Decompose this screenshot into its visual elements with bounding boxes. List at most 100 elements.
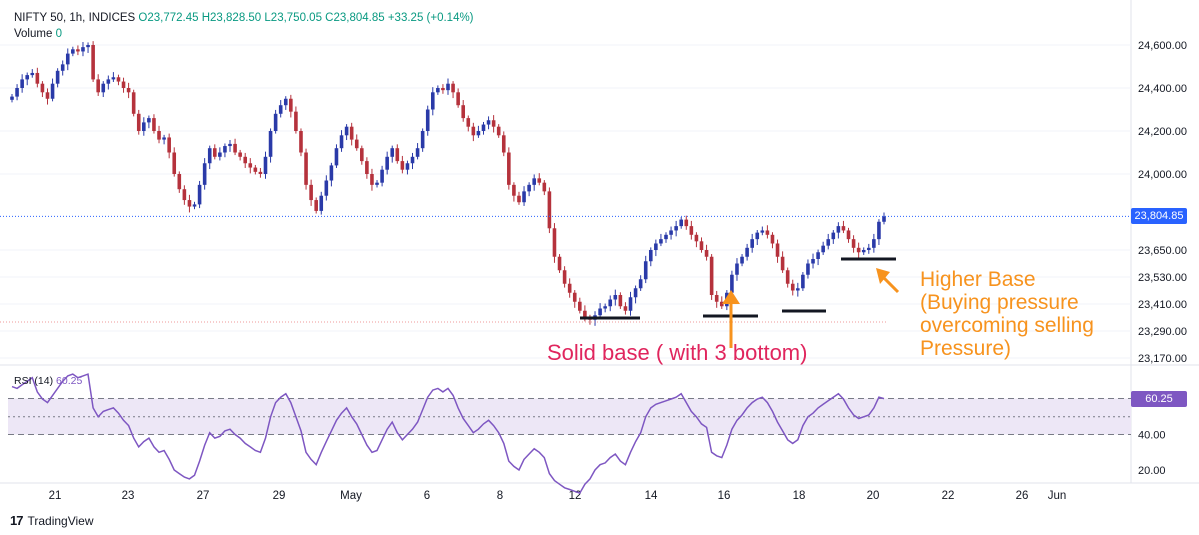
candle-body [385, 156, 389, 170]
rsi-value-badge: 60.25 [1131, 391, 1187, 407]
candle-body [187, 200, 192, 207]
candle-body [770, 234, 775, 244]
symbol-name: NIFTY 50, 1h, INDICES [14, 12, 136, 24]
candle-body [380, 169, 384, 183]
candle-body [750, 239, 754, 248]
candle-body [689, 226, 694, 235]
candle-body [567, 283, 572, 293]
candle-body [192, 204, 197, 207]
candle-body [35, 72, 40, 84]
candle-body [207, 148, 212, 164]
candle-body [664, 234, 668, 240]
time-tick-label: 21 [49, 490, 62, 502]
candle-body [618, 295, 623, 307]
candle-body [719, 301, 724, 307]
candle-body [446, 83, 450, 91]
candle-body [552, 228, 557, 257]
rsi-label: RSI (14) [14, 375, 54, 387]
candle-body [709, 256, 714, 295]
candle-body [91, 45, 95, 80]
candle-body [223, 146, 227, 153]
candle-body [131, 92, 136, 114]
candle-body [785, 270, 790, 284]
candle-body [162, 137, 166, 140]
time-tick-label: 22 [942, 490, 955, 502]
candle-body [86, 45, 90, 48]
rsi-legend: RSI (14) 60.25 [14, 375, 82, 387]
candle-body [182, 189, 187, 201]
candle-body [365, 161, 369, 174]
ohlc-open: O23,772.45 [138, 12, 199, 24]
candle-body [542, 182, 547, 192]
price-tick-label: 23,530.00 [1138, 272, 1187, 284]
time-tick-label: May [340, 490, 362, 502]
candle-body [25, 75, 30, 80]
candle-body [512, 184, 516, 196]
time-tick-label: 23 [122, 490, 135, 502]
candle-body [806, 263, 810, 275]
candle-body [314, 200, 318, 211]
candle-body [360, 148, 364, 162]
candle-body [476, 131, 481, 136]
candle-body [243, 156, 248, 164]
candle-body [861, 250, 866, 253]
candle-body [704, 250, 709, 257]
candle-body [598, 308, 602, 316]
time-tick-label: 20 [867, 490, 880, 502]
price-tick-label: 24,200.00 [1138, 126, 1187, 138]
candle-body [30, 72, 35, 76]
candle-body [735, 263, 739, 275]
candle-body [136, 113, 141, 131]
candle-body [684, 219, 689, 227]
candle-body [228, 143, 232, 147]
candle-body [334, 148, 339, 166]
candle-body [50, 83, 55, 99]
candle-body [289, 98, 293, 112]
last-price-badge: 23,804.85 [1131, 208, 1187, 224]
arrow-diagonal-icon [876, 268, 890, 284]
tradingview-brand: TradingView [27, 513, 94, 528]
candle-body [496, 126, 501, 136]
annotation-solid-base: Solid base ( with 3 bottom) [547, 340, 808, 365]
ohlc-change: +33.25 (+0.14%) [387, 12, 474, 24]
candle-body [101, 83, 106, 93]
candle-body [172, 152, 177, 174]
candle-body [167, 137, 171, 153]
candle-body [572, 292, 577, 302]
candle-body [527, 184, 531, 192]
price-tick-label: 23,170.00 [1138, 353, 1187, 365]
candle-body [501, 135, 506, 153]
candle-body [780, 256, 785, 271]
candle-body [765, 230, 770, 235]
price-tick-label: 23,650.00 [1138, 245, 1187, 257]
price-tick-label: 23,410.00 [1138, 299, 1187, 311]
candle-body [405, 163, 410, 170]
candle-body [481, 124, 486, 131]
candle-body [60, 64, 65, 71]
candle-body [831, 232, 836, 240]
candle-body [390, 148, 395, 157]
candle-body [451, 83, 455, 93]
time-tick-label: 6 [424, 490, 430, 502]
candle-body [147, 118, 151, 123]
candle-body [608, 299, 613, 307]
time-tick-label: 18 [793, 490, 806, 502]
candle-body [679, 219, 684, 227]
tradingview-logo[interactable]: 17 TradingView [10, 513, 94, 528]
candle-body [354, 139, 359, 149]
candle-body [76, 49, 80, 52]
candle-body [395, 148, 400, 162]
candle-body [669, 230, 673, 235]
candle-body [613, 295, 618, 300]
candle-body [278, 105, 283, 114]
candle-body [309, 184, 313, 201]
candle-body [400, 161, 405, 170]
candle-body [253, 167, 258, 172]
candle-body [425, 109, 430, 131]
rsi-tick-label: 40.00 [1138, 430, 1166, 442]
candle-body [430, 92, 435, 110]
candle-body [202, 163, 207, 185]
ohlc-low: L23,750.05 [264, 12, 322, 24]
price-tick-label: 24,400.00 [1138, 83, 1187, 95]
